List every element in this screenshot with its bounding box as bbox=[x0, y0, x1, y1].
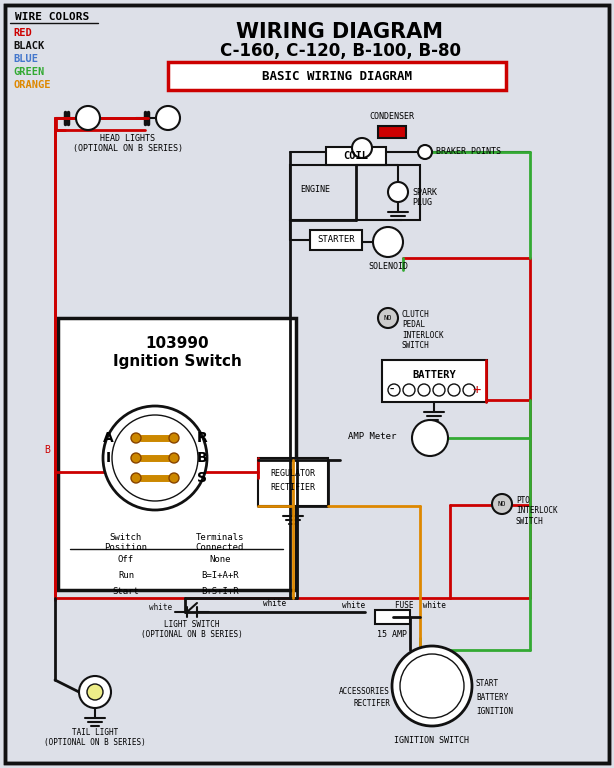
Bar bbox=[290, 165, 420, 220]
Text: IGNITION SWITCH: IGNITION SWITCH bbox=[395, 736, 470, 745]
Text: BASIC WIRING DIAGRAM: BASIC WIRING DIAGRAM bbox=[262, 69, 412, 82]
Text: S: S bbox=[197, 471, 207, 485]
Text: WIRE COLORS: WIRE COLORS bbox=[15, 12, 89, 22]
Text: PTO
INTERLOCK
SWITCH: PTO INTERLOCK SWITCH bbox=[516, 496, 558, 526]
Text: CLUTCH
PEDAL
INTERLOCK
SWITCH: CLUTCH PEDAL INTERLOCK SWITCH bbox=[402, 310, 444, 350]
Text: AMP Meter: AMP Meter bbox=[348, 432, 397, 441]
Text: Run: Run bbox=[118, 571, 134, 580]
Circle shape bbox=[418, 384, 430, 396]
Bar bbox=[375, 610, 410, 624]
Circle shape bbox=[392, 646, 472, 726]
Text: CONDENSER: CONDENSER bbox=[370, 112, 414, 121]
Text: 15 AMP: 15 AMP bbox=[377, 630, 407, 639]
Circle shape bbox=[378, 308, 398, 328]
Circle shape bbox=[463, 384, 475, 396]
Text: ORANGE: ORANGE bbox=[13, 80, 50, 90]
Circle shape bbox=[412, 420, 448, 456]
Text: ACCESSORIES: ACCESSORIES bbox=[339, 687, 390, 696]
Circle shape bbox=[373, 227, 403, 257]
Text: NO: NO bbox=[384, 315, 392, 321]
Text: WIRING DIAGRAM: WIRING DIAGRAM bbox=[236, 22, 443, 42]
Circle shape bbox=[76, 106, 100, 130]
Text: FUSE  white: FUSE white bbox=[395, 601, 446, 611]
Text: GREEN: GREEN bbox=[13, 67, 44, 77]
Text: Off: Off bbox=[118, 555, 134, 564]
Text: LIGHT SWITCH
(OPTIONAL ON B SERIES): LIGHT SWITCH (OPTIONAL ON B SERIES) bbox=[141, 620, 243, 640]
Text: white: white bbox=[263, 599, 287, 608]
Bar bbox=[58, 318, 296, 590]
Circle shape bbox=[79, 676, 111, 708]
Circle shape bbox=[156, 106, 180, 130]
Text: Switch
Position: Switch Position bbox=[104, 533, 147, 552]
Text: BATTERY: BATTERY bbox=[412, 370, 456, 380]
Circle shape bbox=[112, 415, 198, 501]
Circle shape bbox=[169, 453, 179, 463]
Circle shape bbox=[352, 138, 372, 158]
Text: RED: RED bbox=[13, 28, 32, 38]
Bar bbox=[382, 360, 487, 402]
Text: HEAD LIGHTS
(OPTIONAL ON B SERIES): HEAD LIGHTS (OPTIONAL ON B SERIES) bbox=[73, 134, 183, 154]
Text: BLUE: BLUE bbox=[13, 54, 38, 64]
Text: None: None bbox=[209, 555, 231, 564]
Circle shape bbox=[400, 654, 464, 718]
Text: B: B bbox=[196, 451, 208, 465]
Text: TAIL LIGHT
(OPTIONAL ON B SERIES): TAIL LIGHT (OPTIONAL ON B SERIES) bbox=[44, 728, 146, 747]
Circle shape bbox=[131, 453, 141, 463]
Text: +: + bbox=[473, 383, 481, 397]
Text: white: white bbox=[342, 601, 365, 611]
Text: B+S+I+R: B+S+I+R bbox=[201, 587, 239, 596]
Text: RECTIFER: RECTIFER bbox=[353, 700, 390, 709]
Text: SPARK
PLUG: SPARK PLUG bbox=[412, 188, 437, 207]
Circle shape bbox=[388, 384, 400, 396]
Text: SOLENOID: SOLENOID bbox=[368, 262, 408, 271]
Text: A: A bbox=[103, 431, 114, 445]
Text: B=I+A+R: B=I+A+R bbox=[201, 571, 239, 580]
Text: Start: Start bbox=[112, 587, 139, 596]
Bar bbox=[168, 62, 506, 90]
Text: R: R bbox=[196, 431, 208, 445]
Bar bbox=[326, 147, 386, 165]
Text: B: B bbox=[44, 445, 50, 455]
Text: BLACK: BLACK bbox=[13, 41, 44, 51]
Circle shape bbox=[87, 684, 103, 700]
Text: ENGINE: ENGINE bbox=[300, 185, 330, 194]
Circle shape bbox=[448, 384, 460, 396]
Bar bbox=[258, 458, 328, 506]
Circle shape bbox=[131, 433, 141, 443]
Text: STARTER: STARTER bbox=[317, 236, 355, 244]
Text: -: - bbox=[388, 383, 396, 397]
Text: Terminals
Connected: Terminals Connected bbox=[196, 533, 244, 552]
Text: NO: NO bbox=[498, 501, 507, 507]
Text: IGNITION: IGNITION bbox=[476, 707, 513, 716]
Bar bbox=[378, 126, 406, 138]
Text: BATTERY: BATTERY bbox=[476, 694, 508, 703]
Circle shape bbox=[388, 182, 408, 202]
Bar bbox=[310, 230, 362, 250]
Text: BRAKER POINTS: BRAKER POINTS bbox=[436, 147, 501, 157]
Text: REGULATOR: REGULATOR bbox=[271, 469, 316, 478]
Text: I: I bbox=[106, 451, 111, 465]
Text: START: START bbox=[476, 680, 499, 688]
Circle shape bbox=[169, 473, 179, 483]
Text: Ignition Switch: Ignition Switch bbox=[112, 354, 241, 369]
Circle shape bbox=[418, 145, 432, 159]
Circle shape bbox=[131, 473, 141, 483]
Circle shape bbox=[403, 384, 415, 396]
Circle shape bbox=[433, 384, 445, 396]
Circle shape bbox=[103, 406, 207, 510]
Text: white: white bbox=[149, 604, 172, 613]
Text: RECTIFIER: RECTIFIER bbox=[271, 484, 316, 492]
Circle shape bbox=[492, 494, 512, 514]
Text: C-160, C-120, B-100, B-80: C-160, C-120, B-100, B-80 bbox=[219, 42, 460, 60]
Circle shape bbox=[169, 433, 179, 443]
Text: COIL: COIL bbox=[343, 151, 368, 161]
Text: 103990: 103990 bbox=[145, 336, 209, 351]
